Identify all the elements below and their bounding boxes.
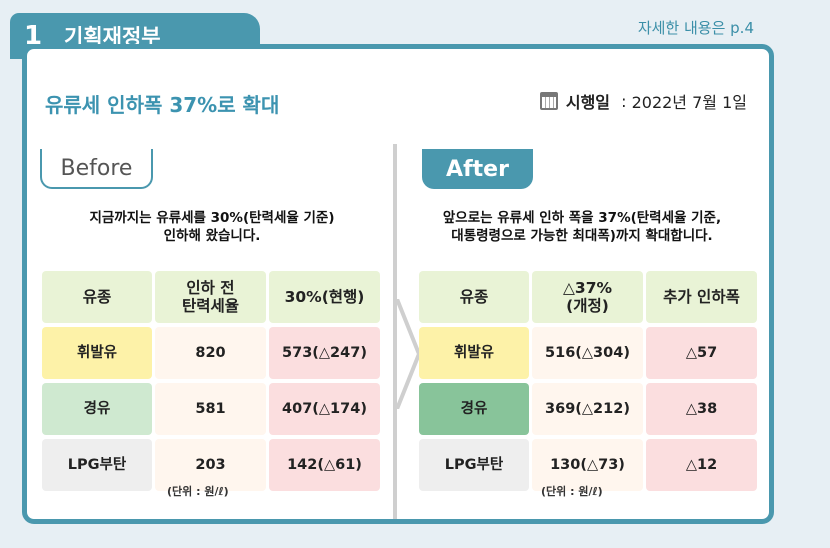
table-cell: 516(△304) — [532, 327, 643, 379]
table-header: 30%(현행) — [269, 271, 380, 323]
fuel-gasoline: 휘발유 — [419, 327, 529, 379]
before-description-line1: 지금까지는 유류세를 30%(탄력세율 기준) — [89, 210, 335, 226]
after-tab: After — [422, 149, 533, 189]
table-cell: 203 — [155, 439, 266, 491]
effective-date-separator: : — [616, 91, 632, 111]
after-unit-note: (단위 : 원/ℓ) — [541, 485, 603, 498]
effective-date-value: 2022년 7월 1일 — [631, 93, 747, 112]
table-header: △37% (개정) — [532, 271, 643, 323]
fuel-lpg: LPG부탄 — [42, 439, 152, 491]
before-table: 유종 인하 전 탄력세율 30%(현행) 휘발유 820 573(△247) 경… — [42, 271, 380, 491]
table-header: 추가 인하폭 — [646, 271, 757, 323]
info-card: 유류세 인하폭 37%로 확대 시행일 : 2022년 7월 1일 Before… — [22, 44, 774, 524]
table-cell: 369(△212) — [532, 383, 643, 435]
after-description-line1: 앞으로는 유류세 인하 폭을 37%(탄력세율 기준, — [442, 210, 722, 226]
table-cell: △12 — [646, 439, 757, 491]
fuel-lpg: LPG부탄 — [419, 439, 529, 491]
divider — [393, 144, 397, 519]
table-cell: 130(△73) — [532, 439, 643, 491]
fuel-diesel: 경유 — [42, 383, 152, 435]
fuel-gasoline: 휘발유 — [42, 327, 152, 379]
table-cell: 407(△174) — [269, 383, 380, 435]
calendar-icon — [539, 92, 558, 110]
section-number: 1 — [24, 21, 43, 51]
table-cell: 142(△61) — [269, 439, 380, 491]
effective-date: 시행일 : 2022년 7월 1일 — [539, 89, 747, 113]
table-cell: 573(△247) — [269, 327, 380, 379]
table-cell: △57 — [646, 327, 757, 379]
table-cell: 581 — [155, 383, 266, 435]
headline: 유류세 인하폭 37%로 확대 — [45, 93, 280, 117]
table-header: 인하 전 탄력세율 — [155, 271, 266, 323]
table-cell: 820 — [155, 327, 266, 379]
page-reference: 자세한 내용은 p.4 — [637, 19, 754, 37]
table-cell: △38 — [646, 383, 757, 435]
before-unit-note: (단위 : 원/ℓ) — [167, 485, 229, 498]
table-header: 유종 — [419, 271, 529, 323]
before-description: 지금까지는 유류세를 30%(탄력세율 기준) 인하해 왔습니다. — [47, 209, 377, 245]
after-description: 앞으로는 유류세 인하 폭을 37%(탄력세율 기준, 대통령령으로 가능한 최… — [407, 209, 757, 245]
before-description-line2: 인하해 왔습니다. — [163, 228, 261, 244]
table-header: 유종 — [42, 271, 152, 323]
before-tab: Before — [40, 149, 153, 189]
fuel-diesel: 경유 — [419, 383, 529, 435]
effective-date-label: 시행일 — [565, 93, 611, 112]
after-table: 유종 △37% (개정) 추가 인하폭 휘발유 516(△304) △57 경유… — [419, 271, 757, 491]
after-description-line2: 대통령령으로 가능한 최대폭)까지 확대합니다. — [451, 228, 713, 244]
